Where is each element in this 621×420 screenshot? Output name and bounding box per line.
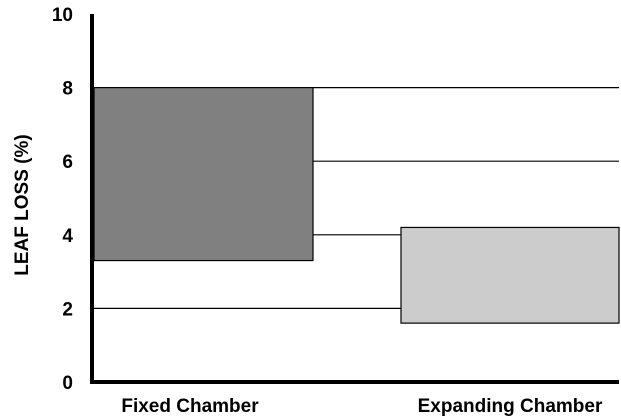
y-tick-labels: 0 2 4 6 8 10 xyxy=(52,5,74,394)
y-tick-label: 4 xyxy=(62,226,73,247)
y-tick-label: 6 xyxy=(62,152,73,173)
y-tick-label: 8 xyxy=(62,79,73,100)
range-bars xyxy=(93,86,620,324)
y-tick-label: 2 xyxy=(62,299,73,320)
x-category-label: Expanding Chamber xyxy=(418,396,603,417)
y-axis-title: LEAF LOSS (%) xyxy=(12,134,33,275)
y-tick-label: 0 xyxy=(62,373,73,394)
bar-expanding-chamber xyxy=(400,226,620,324)
x-category-labels: Fixed Chamber Expanding Chamber xyxy=(121,396,603,417)
y-tick-label: 10 xyxy=(52,5,73,26)
bar-fixed-chamber xyxy=(93,86,314,262)
x-category-label: Fixed Chamber xyxy=(121,396,259,417)
